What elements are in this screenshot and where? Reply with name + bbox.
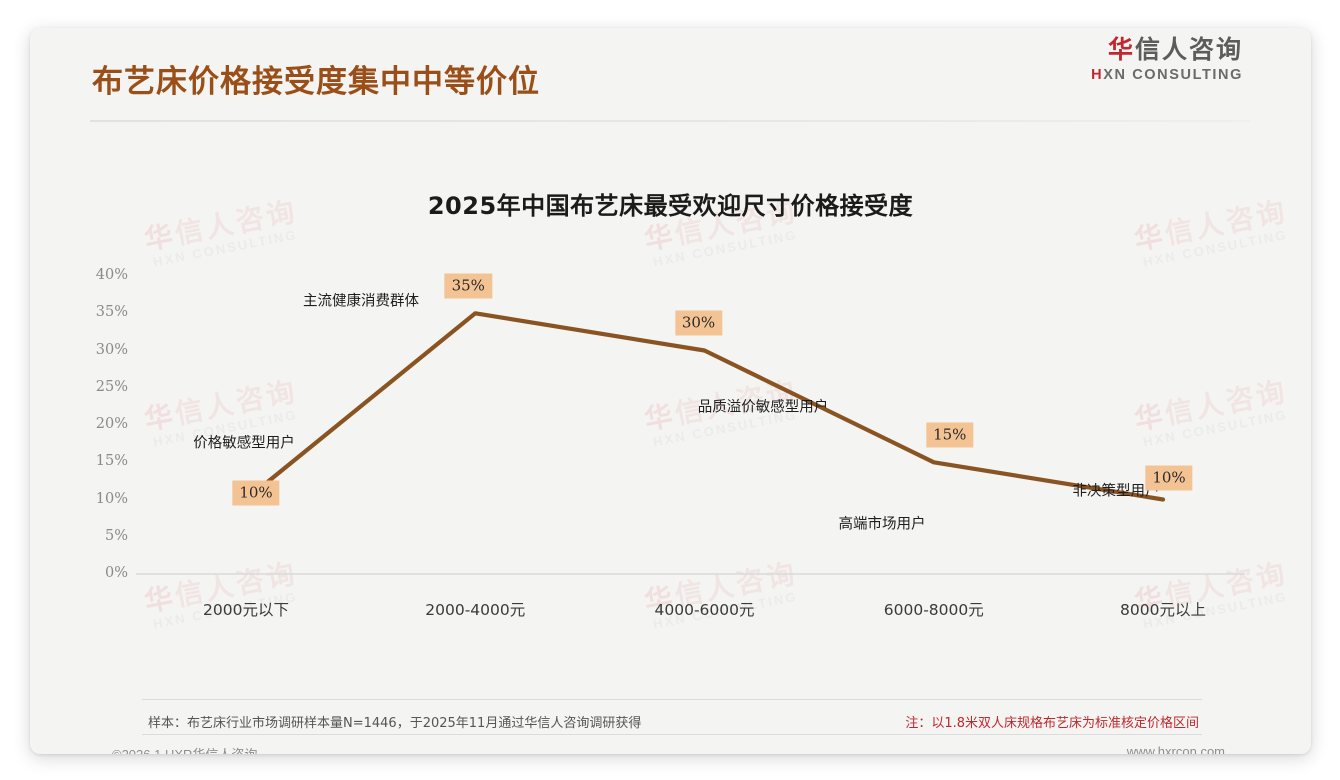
y-axis-tick-label: 35% xyxy=(95,304,128,321)
x-axis-tick-label: 4000-6000元 xyxy=(654,601,755,619)
y-axis-tick-label: 15% xyxy=(95,453,128,470)
chart-annotation: 价格敏感型用户 xyxy=(193,435,295,452)
chart-annotation: 非决策型用户 xyxy=(1072,483,1160,500)
y-axis-tick-label: 5% xyxy=(104,527,128,544)
y-axis-tick-label: 30% xyxy=(95,341,128,358)
logo-en-red: H xyxy=(1091,66,1104,83)
data-label: 10% xyxy=(232,480,280,505)
y-axis-tick-label: 20% xyxy=(95,416,128,432)
footer-divider-top xyxy=(142,699,1202,700)
logo-cn-rest: 信人咨询 xyxy=(1134,35,1243,64)
sample-note: 样本：布艺床行业市场调研样本量N=1446，于2025年11月通过华信人咨询调研… xyxy=(148,716,642,731)
copyright-text: ©2026.1 HXR华信人咨询 xyxy=(112,744,257,754)
y-axis-tick-label: 10% xyxy=(95,490,128,507)
slide-card: 华信人咨询 HXN CONSULTING 华信人咨询 HXN CONSULTIN… xyxy=(30,28,1311,754)
y-axis-tick-label: 0% xyxy=(104,565,128,581)
data-label: 10% xyxy=(1145,465,1193,490)
x-axis-tick-label: 2000-4000元 xyxy=(425,601,526,619)
data-label: 15% xyxy=(926,422,974,448)
series-polyline xyxy=(243,311,1166,502)
data-label: 30% xyxy=(674,310,723,335)
slide-header: 布艺床价格接受度集中中等价位 华信人咨询 HXN CONSULTING xyxy=(30,28,1311,112)
company-logo: 华信人咨询 HXN CONSULTING xyxy=(1091,35,1243,83)
x-axis-tick-label: 8000元以上 xyxy=(1120,601,1206,619)
page-title: 布艺床价格接受度集中中等价位 xyxy=(92,64,540,100)
logo-en-rest: XN CONSULTING xyxy=(1103,66,1243,83)
chart-annotation: 品质溢价敏感型用户 xyxy=(697,399,829,416)
chart-title: 2025年中国布艺床最受欢迎尺寸价格接受度 xyxy=(427,192,914,220)
x-axis-tick-label: 6000-8000元 xyxy=(883,601,984,619)
chart-annotation: 高端市场用户 xyxy=(838,516,926,533)
chart-annotation: 主流健康消费群体 xyxy=(303,293,419,310)
spec-note: 注：以1.8米双人床规格布艺床为标准核定价格区间 xyxy=(905,716,1199,731)
y-axis-tick-label: 25% xyxy=(95,378,128,395)
chart-canvas xyxy=(136,311,1245,575)
x-axis-tick-label: 2000元以下 xyxy=(203,601,289,619)
website-text: www.hxrcon.com xyxy=(1126,744,1225,754)
line-chart: 40% 35% 30% 25% 20% 15% 10% 5% 0% 2000元以下 2000-40… xyxy=(30,28,1311,754)
logo-cn-red: 华 xyxy=(1107,35,1135,64)
header-divider xyxy=(90,120,1250,122)
y-axis-tick-label: 40% xyxy=(95,267,128,283)
footer-divider-bottom xyxy=(142,734,1202,735)
data-label: 35% xyxy=(444,273,492,299)
